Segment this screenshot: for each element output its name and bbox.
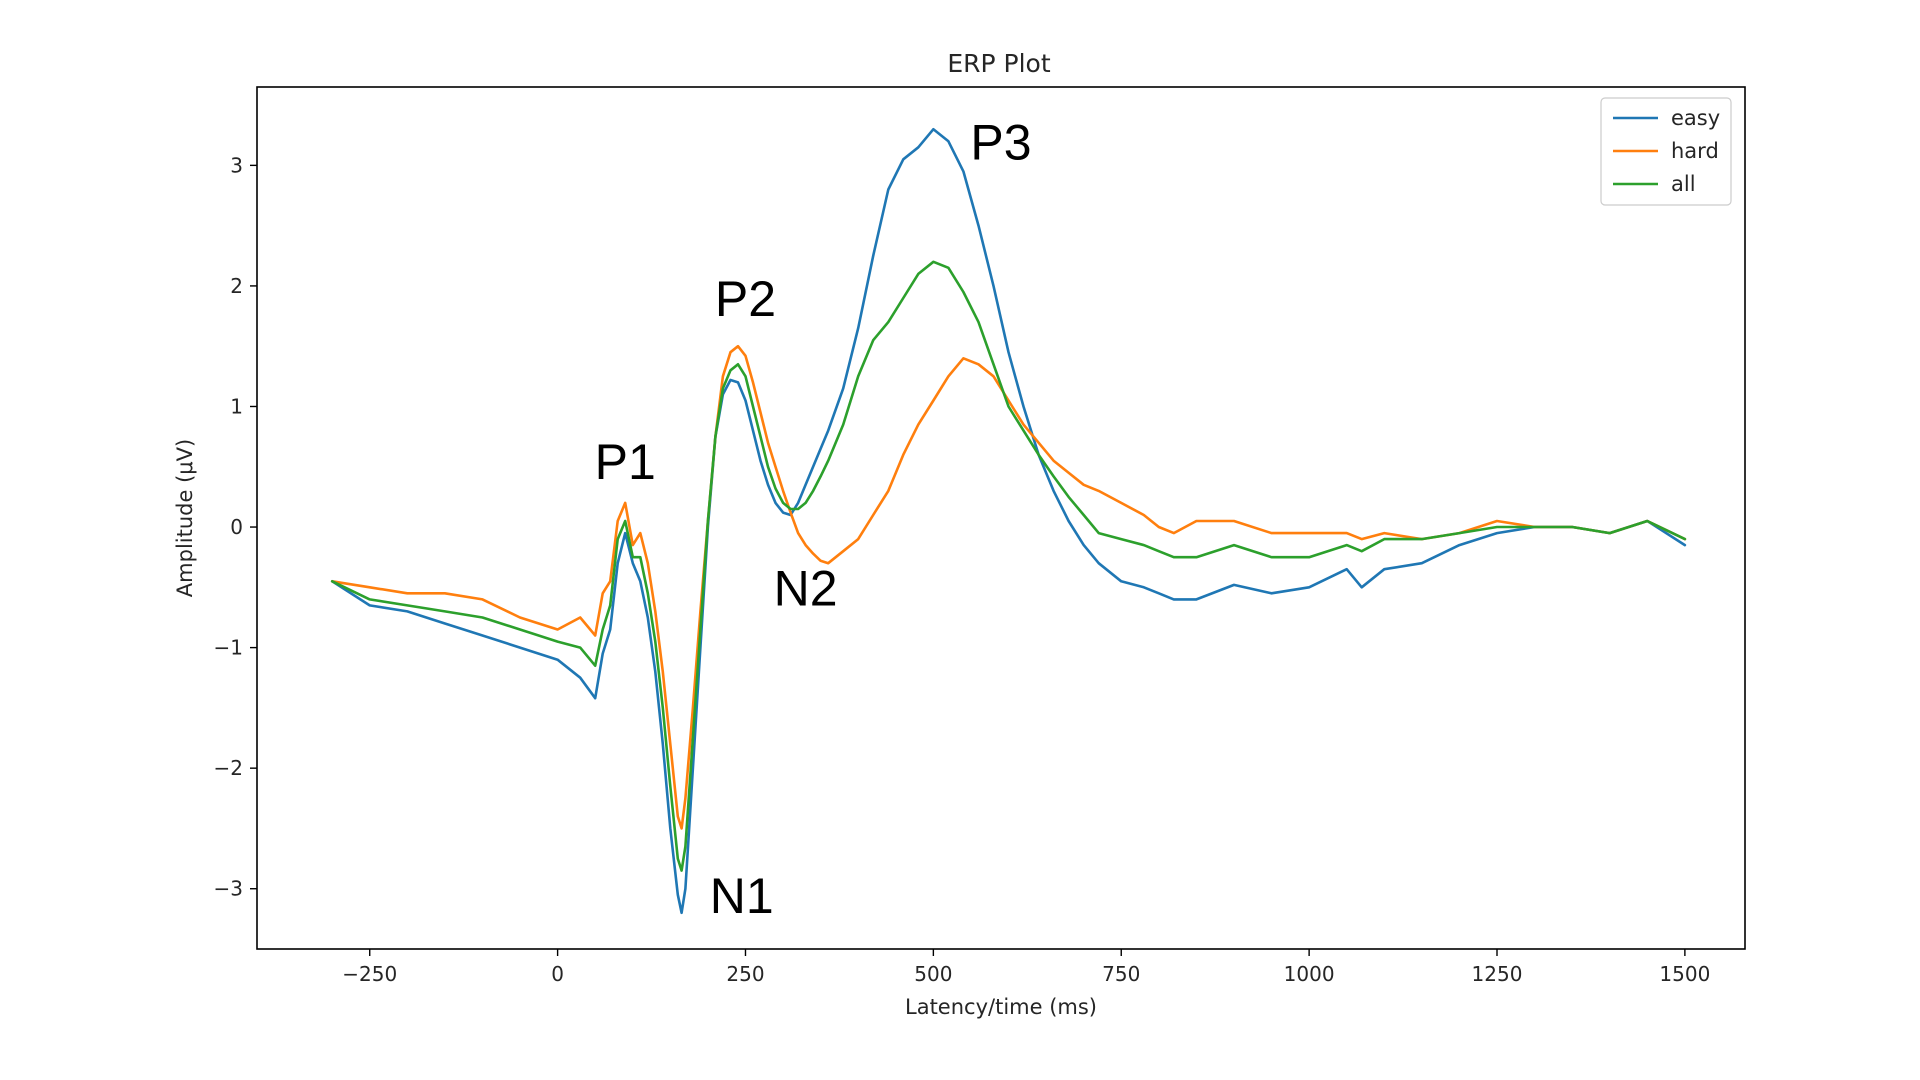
y-axis: −3 −2 −1 0 1 2 3 — [214, 153, 257, 901]
legend-box — [1600, 97, 1732, 206]
y-tick-label: −2 — [214, 756, 243, 780]
y-tick-label: −1 — [214, 636, 243, 660]
x-tick-label: 0 — [551, 962, 564, 986]
series-line-easy — [330, 127, 1687, 915]
y-tick-label: −3 — [214, 877, 243, 901]
y-tick-label: 1 — [230, 394, 243, 418]
peak-label-n2: N2 — [774, 560, 838, 616]
y-tick-label: 2 — [230, 274, 243, 298]
x-tick-label: −250 — [342, 962, 397, 986]
x-tick-label: 500 — [914, 962, 952, 986]
x-tick-label: 250 — [726, 962, 764, 986]
legend-label-hard: hard — [1671, 139, 1719, 163]
peak-label-p2: P2 — [715, 271, 776, 327]
legend-label-all: all — [1671, 172, 1696, 196]
x-tick-label: 1500 — [1659, 962, 1710, 986]
chart-title: ERP Plot — [947, 49, 1051, 78]
y-axis-label: Amplitude (μV) — [173, 439, 197, 597]
x-axis: −250 0 250 500 750 1000 1250 1500 — [342, 949, 1710, 986]
peak-label-p1: P1 — [595, 434, 656, 490]
legend: easy hard all — [1600, 97, 1732, 206]
x-tick-label: 1000 — [1284, 962, 1335, 986]
series-layer — [330, 127, 1687, 915]
peak-label-n1: N1 — [710, 868, 774, 924]
y-tick-label: 0 — [230, 515, 243, 539]
series-line-all — [330, 260, 1687, 872]
peak-label-p3: P3 — [970, 114, 1031, 170]
x-tick-label: 750 — [1102, 962, 1140, 986]
plot-frame — [256, 86, 1746, 950]
legend-label-easy: easy — [1671, 106, 1720, 130]
y-tick-label: 3 — [230, 153, 243, 177]
x-axis-label: Latency/time (ms) — [905, 995, 1097, 1019]
series-line-hard — [330, 344, 1687, 830]
peak-annotations: P1 P2 P3 N2 N1 — [595, 114, 1032, 923]
x-tick-label: 1250 — [1472, 962, 1523, 986]
